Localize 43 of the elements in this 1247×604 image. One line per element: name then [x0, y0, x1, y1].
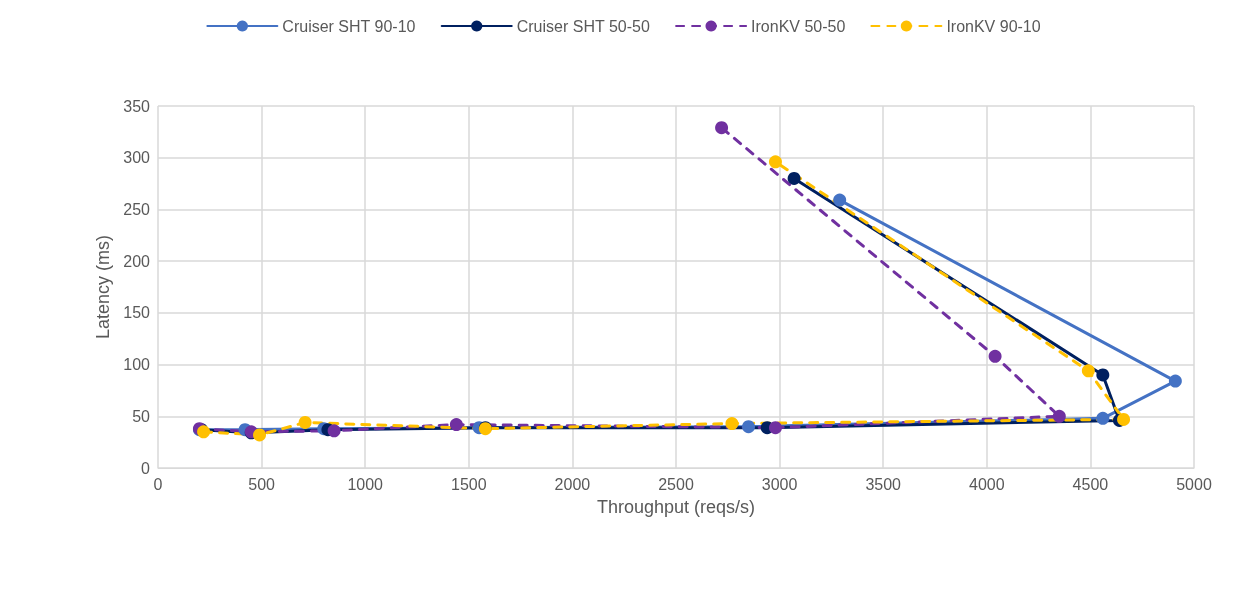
- point: [768, 155, 782, 169]
- point: [833, 193, 847, 207]
- y-axis-title: Latency (ms): [93, 234, 114, 340]
- y-tick-label: 300: [123, 149, 151, 167]
- point: [1081, 364, 1095, 378]
- point: [1052, 409, 1066, 423]
- legend-label: Cruiser SHT 90-10: [282, 17, 416, 35]
- point: [725, 417, 739, 431]
- x-tick-label: 3000: [761, 475, 798, 493]
- point: [768, 421, 782, 435]
- point: [1096, 411, 1110, 425]
- x-axis-title: Throughput (reqs/s): [596, 497, 756, 517]
- y-tick-label: 100: [123, 356, 151, 374]
- y-tick-label: 150: [123, 304, 151, 322]
- x-tick-label: 500: [248, 475, 276, 493]
- y-tick-label: 50: [132, 407, 151, 425]
- legend-label: IronKV 50-50: [751, 17, 846, 35]
- point: [742, 420, 756, 434]
- point: [253, 428, 267, 442]
- point: [449, 418, 463, 432]
- y-tick-label: 250: [123, 200, 151, 218]
- x-tick-label: 2000: [554, 475, 591, 493]
- point: [298, 415, 312, 429]
- point: [1096, 368, 1110, 382]
- point: [327, 424, 341, 438]
- x-tick-label: 5000: [1176, 475, 1212, 493]
- legend-label: Cruiser SHT 50-50: [516, 17, 650, 35]
- x-tick-label: 1000: [347, 475, 384, 493]
- x-tick-label: 3500: [865, 475, 902, 493]
- point: [787, 171, 801, 185]
- legend-label: IronKV 90-10: [946, 17, 1041, 35]
- x-tick-label: 4000: [969, 475, 1005, 493]
- point: [715, 121, 729, 135]
- x-tick-label: 1500: [451, 475, 487, 493]
- point: [988, 349, 1002, 363]
- x-tick-label: 4500: [1072, 475, 1109, 493]
- y-tick-label: 350: [123, 97, 151, 115]
- point: [1168, 374, 1182, 388]
- x-tick-label: 0: [153, 475, 163, 493]
- y-tick-label: 0: [141, 459, 151, 477]
- y-tick-label: 200: [123, 252, 151, 270]
- point: [1117, 412, 1131, 426]
- x-tick-label: 2500: [658, 475, 694, 493]
